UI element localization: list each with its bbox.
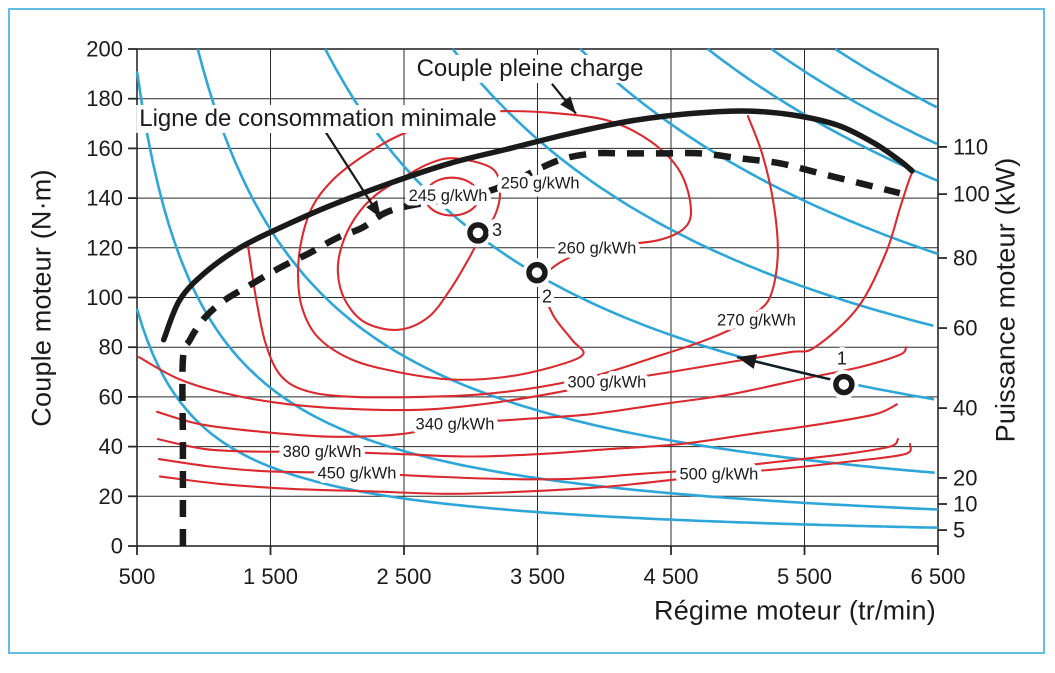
contour-270 xyxy=(246,115,779,399)
contour-245 xyxy=(423,176,480,217)
y-left-tick-label: 80 xyxy=(99,335,123,360)
contour-label-260: 260 g/kWh xyxy=(557,239,636,257)
contour-label-450: 450 g/kWh xyxy=(318,464,397,482)
y-left-tick-label: 0 xyxy=(111,534,123,559)
operating-point-1 xyxy=(833,373,855,396)
y-right-tick-label: 5 xyxy=(953,518,965,543)
operating-point-1-halo xyxy=(829,369,859,399)
y-left-tick-label: 100 xyxy=(86,285,123,310)
contour-250 xyxy=(336,157,502,331)
y-right-tick-label: 10 xyxy=(953,492,977,517)
y-right-tick-label: 110 xyxy=(953,134,988,159)
y-left-axis-title: Couple moteur (N·m) xyxy=(26,169,57,427)
y-left-tick-label: 140 xyxy=(86,186,123,211)
operating-point-3-halo xyxy=(463,218,493,248)
operating-point-label-1: 1 xyxy=(837,348,847,368)
iso-power-curve-20kw xyxy=(196,48,935,474)
contour-labels: 245 g/kWh 250 g/kWh 260 g/kWh 270 g/kWh 300 … xyxy=(278,170,800,488)
x-tick-label: 500 xyxy=(119,564,156,589)
contour-label-250: 250 g/kWh xyxy=(501,175,580,193)
y-right-tick-label: 80 xyxy=(953,245,977,270)
iso-power-curve-110kw xyxy=(770,48,938,146)
y-left-tick-label: 120 xyxy=(86,235,123,260)
x-tick-label: 2 500 xyxy=(376,564,431,589)
contour-label-270: 270 g/kWh xyxy=(717,311,796,329)
y-left-tick-label: 40 xyxy=(99,434,123,459)
contour-500 xyxy=(158,443,912,495)
operating-point-label-3: 3 xyxy=(492,220,502,240)
contour-340 xyxy=(155,346,908,438)
iso-power-curve-100kw xyxy=(706,48,938,182)
x-axis-title: Régime moteur (tr/min) xyxy=(654,595,936,626)
x-tick-label: 1 500 xyxy=(243,564,298,589)
y-right-tick-label: 60 xyxy=(953,316,977,341)
contour-450 xyxy=(157,438,900,481)
operating-point-2-halo xyxy=(522,258,552,288)
full-load-torque-curve xyxy=(160,108,915,343)
consumption-contours xyxy=(137,110,914,495)
x-tick-label: 3 500 xyxy=(510,564,565,589)
min-consumption-annotation-label: Ligne de consommation minimale xyxy=(136,105,500,133)
trajectory-arrow-head xyxy=(736,354,758,369)
operating-point-3 xyxy=(467,222,489,244)
operating-point-2 xyxy=(526,261,548,284)
annotation-arrows xyxy=(324,83,832,381)
contour-260 xyxy=(296,110,693,381)
axes: 0204060801001201401601802001101008060402… xyxy=(86,37,989,590)
min-line-arrow-head xyxy=(366,200,381,218)
iso-power-curve-60kw xyxy=(451,48,934,328)
full-load-arrow-head xyxy=(560,96,576,114)
iso-power-curve-10kw xyxy=(136,71,939,511)
iso-power-curve-120kw xyxy=(834,48,938,109)
min-consumption-dashed-line xyxy=(179,149,901,547)
y-left-tick-label: 200 xyxy=(86,37,123,62)
full-load-curve xyxy=(160,108,915,343)
y-left-tick-label: 60 xyxy=(99,384,123,409)
y-left-tick-label: 160 xyxy=(86,136,123,161)
contour-label-380: 380 g/kWh xyxy=(283,443,362,461)
y-right-tick-label: 40 xyxy=(953,396,977,421)
iso-power-curve-5kw xyxy=(136,308,939,529)
x-tick-label: 6 500 xyxy=(910,564,965,589)
full-load-annotation-label: Couple pleine charge xyxy=(413,55,647,83)
contour-label-300: 300 g/kWh xyxy=(567,373,646,391)
contour-label-340: 340 g/kWh xyxy=(416,416,495,434)
contour-label-500: 500 g/kWh xyxy=(679,465,758,483)
contour-300 xyxy=(137,169,914,412)
y-left-tick-label: 180 xyxy=(86,86,123,111)
min-line-arrow-line xyxy=(324,130,382,219)
y-right-tick-label: 100 xyxy=(953,182,990,207)
y-right-axis-title: Puissance moteur (kW) xyxy=(990,157,1021,443)
x-tick-label: 5 500 xyxy=(777,564,832,589)
operating-point-label-2: 2 xyxy=(542,287,552,307)
contour-label-245: 245 g/kWh xyxy=(409,187,488,205)
min-consumption-curve xyxy=(179,149,901,547)
iso-power-curve-80kw xyxy=(579,48,939,256)
operating-points: 1 2 3 xyxy=(463,215,859,399)
y-right-tick-label: 20 xyxy=(953,465,977,490)
contour-380 xyxy=(156,403,898,458)
x-tick-label: 4 500 xyxy=(643,564,698,589)
y-left-tick-label: 20 xyxy=(99,484,123,509)
